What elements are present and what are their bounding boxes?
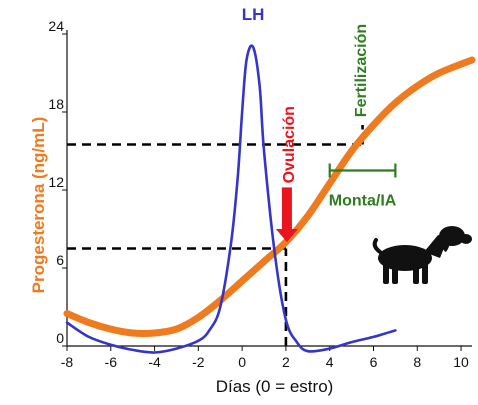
y-axis-title: Progesterona (ng/mL): [29, 117, 48, 294]
x-tick-label: 8: [413, 354, 421, 370]
fertilization-label: Fertilización: [353, 24, 370, 117]
x-tick-label: 4: [326, 354, 334, 370]
y-ticks: 0 6 12 18 24: [48, 18, 67, 347]
ovulation-label: Ovulación: [281, 106, 298, 183]
y-tick-label: 0: [56, 330, 64, 346]
ovulation-arrow-head: [275, 229, 298, 242]
x-ticks: -8 -6 -4 -2 0 2 4 6 8 10: [61, 346, 469, 370]
mating-label: Monta/IA: [329, 193, 397, 210]
guide-lines: [67, 125, 364, 346]
x-tick-label: -8: [61, 354, 74, 370]
y-tick-label: 12: [48, 174, 64, 190]
x-tick-label: 10: [453, 354, 469, 370]
x-tick-label: -2: [192, 354, 205, 370]
x-tick-label: 0: [238, 354, 246, 370]
lh-series-line: [65, 44, 397, 354]
y-tick-label: 6: [56, 252, 64, 268]
y-tick-label: 18: [48, 96, 64, 112]
ovulation-arrow-shaft: [281, 187, 292, 230]
lh-label: LH: [242, 5, 265, 24]
mating-interval-bar: [328, 163, 397, 178]
progesterone-series-line: [63, 56, 476, 337]
x-tick-label: -6: [105, 354, 118, 370]
ovulation-arrow: [275, 187, 298, 242]
y-tick-label: 24: [48, 18, 64, 34]
x-tick-label: 6: [370, 354, 378, 370]
x-tick-label: -4: [148, 354, 161, 370]
dog-icon: [372, 226, 472, 284]
x-tick-label: 2: [282, 354, 290, 370]
x-axis-title: Días (0 = estro): [216, 377, 334, 396]
